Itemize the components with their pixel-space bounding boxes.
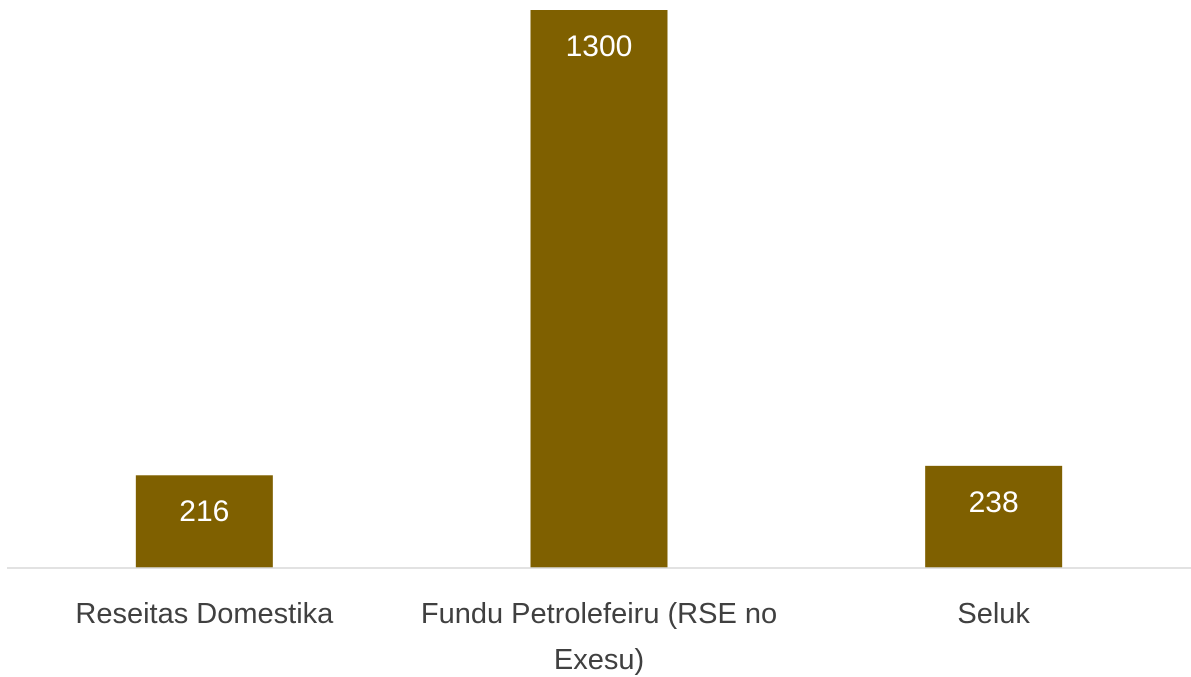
x-tick-label: Fundu Petrolefeiru (RSE no Exesu) xyxy=(420,598,778,676)
bar xyxy=(530,10,668,568)
x-tick-label: Reseitas Domestika xyxy=(75,598,334,630)
x-tick-label: Seluk xyxy=(957,598,1030,630)
bar xyxy=(135,475,273,568)
data-label: 1300 xyxy=(566,30,633,63)
data-label: 238 xyxy=(969,486,1019,519)
data-label: 216 xyxy=(179,495,229,528)
bar xyxy=(925,465,1063,568)
